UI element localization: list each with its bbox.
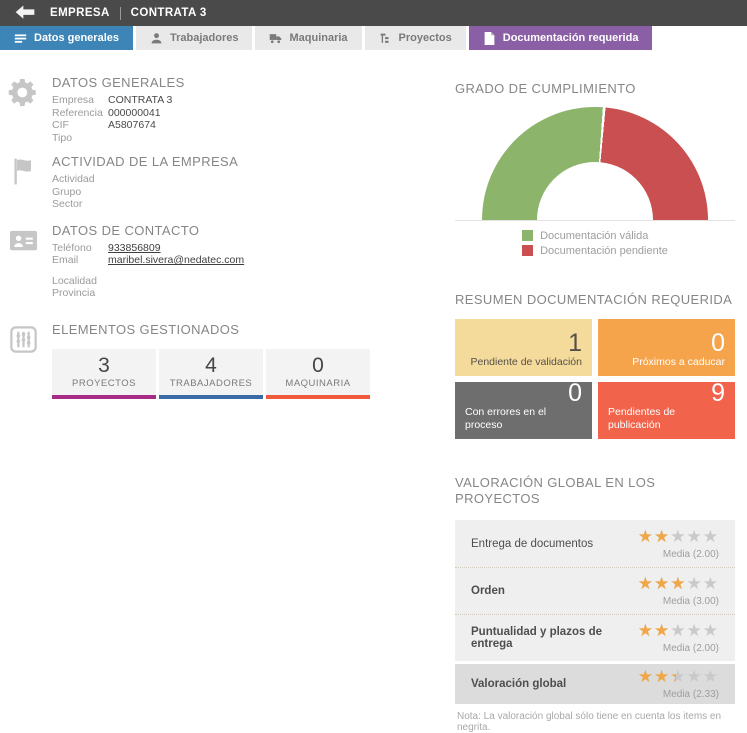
field-empresa: Empresa CONTRATA 3 (52, 94, 173, 106)
rating-media: Media (3.00) (662, 596, 719, 607)
card-errores-proceso[interactable]: 0 Con errores en el proceso (455, 379, 592, 439)
card-label: Con errores en el proceso (465, 406, 547, 431)
rating-row-entrega: Entrega de documentos ★★★★★ ★★★★★ Media … (471, 526, 719, 560)
section-actividad: ACTIVIDAD DE LA EMPRESA Actividad Grupo … (8, 154, 455, 211)
rating-media: Media (2.00) (662, 548, 719, 560)
star-rating: ★★★★★ ★★★★★ (637, 526, 719, 546)
abacus-icon (8, 322, 52, 399)
gear-icon (8, 75, 52, 144)
tree-icon (380, 33, 389, 43)
field-sector: Sector (52, 198, 83, 210)
section-datos-generales: DATOS GENERALES Empresa CONTRATA 3 Refer… (8, 75, 455, 144)
field-cif: CIF A5807674 (52, 119, 156, 131)
stat-label: TRABAJADORES (169, 377, 253, 389)
phone-link[interactable]: 933856809 (108, 241, 161, 254)
field-grupo: Grupo (52, 185, 82, 198)
compliance-gauge (455, 107, 735, 221)
tab-datos-generales[interactable]: Datos generales (0, 26, 133, 50)
card-pendiente-validacion[interactable]: 1 Pendiente de validación (455, 319, 592, 376)
field-referencia: Referencia 000000041 (52, 106, 161, 119)
tab-label: Datos generales (34, 32, 119, 44)
ratings-panel: Entrega de documentos ★★★★★ ★★★★★ Media … (455, 520, 735, 661)
company-details-column: DATOS GENERALES Empresa CONTRATA 3 Refer… (8, 75, 455, 733)
truck-icon (270, 33, 282, 43)
contact-card-icon (8, 223, 52, 300)
list-icon (14, 33, 27, 43)
stat-card-trabajadores[interactable]: 4 TRABAJADORES (159, 348, 263, 399)
star-rating: ★★★★★ ★★★★★ (637, 667, 719, 686)
back-button[interactable] (14, 5, 36, 21)
tab-trabajadores[interactable]: Trabajadores (135, 26, 253, 50)
breadcrumb-section: EMPRESA (50, 7, 110, 19)
stat-value: 0 (312, 353, 324, 377)
flag-icon (8, 154, 52, 211)
section-heading: ELEMENTOS GESTIONADOS (52, 321, 240, 337)
stat-value: 4 (205, 353, 217, 377)
page-content: DATOS GENERALES Empresa CONTRATA 3 Refer… (0, 50, 747, 733)
ratings-note: Nota: La valoración global sólo tiene en… (457, 711, 722, 733)
tab-documentacion-requerida[interactable]: Documentación requerida (468, 26, 653, 50)
tab-bar: Datos generales Trabajadores Maquinaria … (0, 26, 747, 50)
card-value: 9 (711, 379, 725, 407)
tab-label: Trabajadores (169, 32, 239, 44)
stat-value: 3 (98, 353, 110, 377)
card-value: 0 (711, 329, 725, 357)
compliance-legend: Documentación válida Documentación pendi… (522, 228, 668, 258)
rating-media: Media (2.33) (662, 689, 719, 700)
tab-maquinaria[interactable]: Maquinaria (255, 26, 362, 50)
card-proximos-caducar[interactable]: 0 Próximos a caducar (598, 319, 735, 376)
field-tipo: Tipo (52, 131, 73, 144)
email-link[interactable]: maribel.sivera@nedatec.com (108, 254, 245, 266)
field-telefono: Teléfono 933856809 (52, 241, 161, 254)
summary-heading: RESUMEN DOCUMENTACIÓN REQUERIDA (455, 292, 733, 307)
card-value: 0 (568, 379, 582, 407)
tab-proyectos[interactable]: Proyectos (364, 26, 466, 50)
breadcrumb-divider (119, 6, 121, 20)
compliance-heading: GRADO DE CUMPLIMIENTO (455, 81, 636, 96)
stat-label: MAQUINARIA (285, 377, 351, 389)
rating-row-global: Valoración global ★★★★★ ★★★★★ Media (2.3… (455, 664, 735, 704)
section-heading: DATOS DE CONTACTO (52, 222, 200, 238)
card-value: 1 (568, 329, 582, 357)
tab-label: Proyectos (398, 32, 452, 44)
section-heading: ACTIVIDAD DE LA EMPRESA (52, 154, 239, 169)
card-label: Pendiente de validación (470, 356, 582, 368)
stat-card-proyectos[interactable]: 3 PROYECTOS (52, 348, 156, 399)
field-localidad: Localidad (52, 274, 97, 287)
card-label: Próximos a caducar (632, 356, 725, 368)
card-pendientes-publicacion[interactable]: 9 Pendientes de publicación (598, 379, 735, 439)
managed-stats: 3 PROYECTOS 4 TRABAJADORES 0 MAQUINARIA (52, 348, 374, 399)
tab-label: Documentación requerida (502, 32, 639, 44)
field-provincia: Provincia (52, 287, 96, 299)
stat-card-maquinaria[interactable]: 0 MAQUINARIA (266, 348, 370, 399)
breadcrumb: EMPRESA CONTRATA 3 (50, 6, 207, 20)
section-heading: DATOS GENERALES (52, 75, 185, 90)
breadcrumb-entity: CONTRATA 3 (130, 7, 207, 19)
section-contacto: DATOS DE CONTACTO Teléfono 933856809 Ema… (8, 223, 455, 300)
ratings-heading: VALORACIÓN GLOBAL EN LOS PROYECTOS (455, 475, 656, 506)
legend-item-pendiente: Documentación pendiente (522, 243, 668, 258)
legend-swatch-green (522, 230, 534, 241)
rating-row-orden: Orden ★★★★★ ★★★★★ Media (3.00) (455, 567, 735, 614)
back-arrow-icon (15, 5, 35, 20)
document-icon (484, 31, 495, 45)
summary-cards: 1 Pendiente de validación 0 Próximos a c… (455, 319, 735, 439)
card-label: Pendientes de publicación (608, 406, 676, 431)
dashboard-column: GRADO DE CUMPLIMIENTO Documentación váli… (455, 75, 735, 733)
legend-item-valida: Documentación válida (522, 228, 668, 243)
field-actividad: Actividad (52, 173, 95, 185)
star-rating: ★★★★★ ★★★★★ (637, 621, 719, 640)
rating-row-puntualidad: Puntualidad y plazos de entrega ★★★★★ ★★… (455, 614, 735, 661)
section-elementos-gestionados: ELEMENTOS GESTIONADOS 3 PROYECTOS 4 TRAB… (8, 322, 455, 399)
stat-label: PROYECTOS (72, 377, 136, 389)
field-email: Email maribel.sivera@nedatec.com (52, 254, 245, 266)
star-rating: ★★★★★ ★★★★★ (637, 574, 719, 593)
legend-swatch-red (522, 245, 534, 256)
tab-label: Maquinaria (289, 32, 348, 44)
rating-media: Media (2.00) (662, 643, 719, 654)
person-icon (151, 32, 162, 43)
topbar: EMPRESA CONTRATA 3 (0, 0, 747, 26)
